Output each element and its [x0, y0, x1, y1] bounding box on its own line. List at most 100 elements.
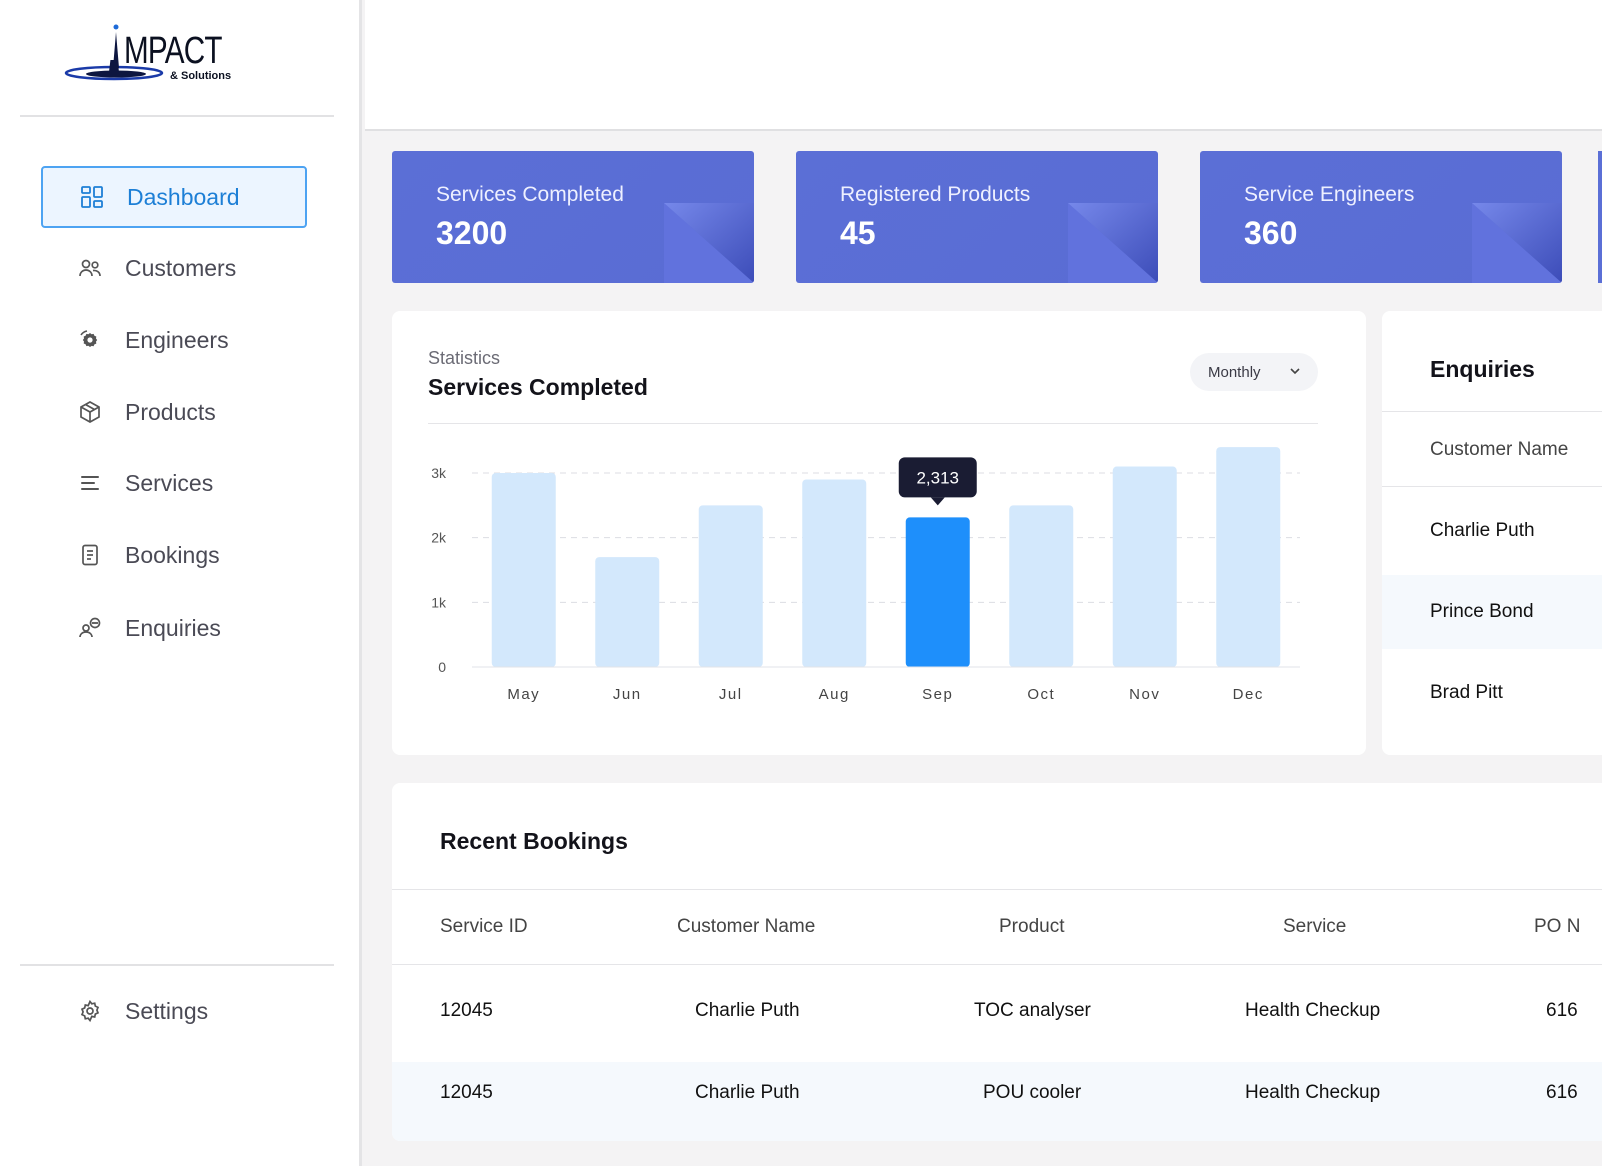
cell-product: POU cooler — [983, 1082, 1082, 1103]
cell-service-id: 12045 — [440, 1082, 493, 1103]
y-tick-label: 1k — [431, 594, 447, 610]
enquiry-customer: Prince Bond — [1430, 601, 1534, 622]
bar-sep[interactable] — [905, 517, 970, 667]
cell-product: TOC analyser — [974, 1000, 1091, 1021]
column-header-service-id[interactable]: Service ID — [440, 916, 528, 937]
sidebar-item-bookings[interactable]: Bookings — [41, 524, 307, 586]
statistics-kicker: Statistics — [428, 348, 501, 368]
sidebar-divider — [20, 115, 334, 117]
divider — [392, 889, 1602, 890]
gear-user-icon — [77, 327, 103, 353]
x-tick-label: Aug — [819, 686, 850, 703]
column-header-po-number[interactable]: PO N — [1534, 916, 1581, 937]
period-dropdown-label: Monthly — [1208, 363, 1261, 381]
sidebar-item-label: Customers — [125, 254, 237, 281]
sidebar-divider — [20, 964, 334, 966]
sidebar-item-label: Products — [125, 398, 216, 425]
enquiry-row[interactable]: Prince Bond — [1382, 575, 1602, 649]
bar-dec[interactable] — [1216, 447, 1281, 667]
sidebar-item-engineers[interactable]: Engineers — [41, 309, 307, 371]
sidebar-item-settings[interactable]: Settings — [41, 980, 307, 1042]
table-row-highlight — [392, 1062, 1602, 1141]
divider — [1382, 486, 1602, 487]
bar-jul[interactable] — [698, 505, 763, 667]
statistics-title: Services Completed — [428, 374, 648, 400]
enquiry-row[interactable]: Charlie Puth — [1382, 494, 1602, 568]
stat-card-service-engineers[interactable]: Service Engineers 360 — [1200, 151, 1562, 283]
bar-nov[interactable] — [1112, 466, 1177, 667]
sidebar-item-label: Settings — [125, 997, 209, 1024]
bar-aug[interactable] — [802, 479, 867, 667]
recent-bookings-panel: Recent Bookings Service ID Customer Name… — [392, 783, 1602, 1141]
company-logo[interactable]: MPACT & Solutions — [64, 22, 244, 90]
x-tick-label: Oct — [1027, 686, 1055, 703]
sidebar-item-label: Bookings — [125, 541, 220, 568]
document-icon — [77, 542, 103, 568]
services-bar-chart: 0 1k 2k 3k May Jun Jul Aug Sep 2,313 Oct Nov Dec — [431, 447, 1300, 703]
gear-icon — [77, 998, 103, 1024]
menu-lines-icon — [77, 470, 103, 496]
y-tick-label: 0 — [438, 659, 446, 675]
cell-service-id: 12045 — [440, 1000, 493, 1021]
stat-value: 3200 — [436, 215, 508, 251]
bar-jun[interactable] — [595, 557, 660, 667]
recent-bookings-title: Recent Bookings — [440, 828, 628, 854]
sidebar-item-label: Services — [125, 469, 214, 496]
sidebar-item-enquiries[interactable]: Enquiries — [41, 597, 307, 659]
users-icon — [77, 255, 103, 281]
bar-oct[interactable] — [1009, 505, 1074, 667]
logo-text: MPACT — [124, 30, 222, 72]
stat-label: Service Engineers — [1244, 183, 1415, 206]
cell-customer-name: Charlie Puth — [695, 1082, 800, 1103]
cell-service: Health Checkup — [1245, 1082, 1381, 1103]
y-tick-label: 3k — [431, 465, 447, 481]
sidebar-item-label: Enquiries — [125, 614, 221, 641]
enquiries-title: Enquiries — [1430, 356, 1535, 382]
enquiry-customer: Charlie Puth — [1430, 520, 1535, 541]
column-header-customer-name[interactable]: Customer Name — [677, 916, 816, 937]
statistics-panel: Statistics Services Completed Monthly 0 1… — [392, 311, 1366, 755]
stat-card-services-completed[interactable]: Services Completed 3200 — [392, 151, 754, 283]
x-tick-label: May — [507, 686, 540, 703]
x-tick-label: Sep — [922, 686, 953, 703]
column-header-service[interactable]: Service — [1283, 916, 1347, 937]
stat-value: 45 — [840, 215, 876, 251]
sidebar: MPACT & Solutions Dashboard Customers En… — [0, 0, 362, 1166]
enquiry-row[interactable]: Brad Pitt — [1382, 656, 1602, 730]
stat-card-partial — [1598, 151, 1602, 283]
enquiries-panel: Enquiries Customer Name Charlie Puth Pri… — [1382, 311, 1602, 755]
x-tick-label: Jul — [719, 686, 743, 703]
bar-tooltip: 2,313 — [898, 457, 977, 506]
bar-may[interactable] — [491, 473, 556, 667]
chat-user-icon — [77, 615, 103, 641]
period-dropdown[interactable]: Monthly — [1190, 353, 1318, 391]
cell-po-number: 616 — [1546, 1082, 1578, 1103]
sidebar-item-label: Dashboard — [127, 183, 240, 210]
stat-label: Services Completed — [436, 183, 624, 206]
cell-po-number: 616 — [1546, 1000, 1578, 1021]
x-tick-label: Nov — [1129, 686, 1160, 703]
divider — [392, 964, 1602, 965]
top-header — [365, 0, 1602, 131]
enquiry-customer: Brad Pitt — [1430, 682, 1503, 703]
sidebar-item-label: Engineers — [125, 326, 229, 353]
box-icon — [77, 399, 103, 425]
statistics-divider — [428, 423, 1318, 424]
stat-card-registered-products[interactable]: Registered Products 45 — [796, 151, 1158, 283]
cell-service: Health Checkup — [1245, 1000, 1381, 1021]
x-tick-label: Dec — [1233, 686, 1264, 703]
stat-value: 360 — [1244, 215, 1298, 251]
x-tick-label: Jun — [613, 686, 642, 703]
divider — [1382, 411, 1602, 412]
chevron-down-icon — [1290, 368, 1300, 375]
column-header-product[interactable]: Product — [999, 916, 1065, 937]
grid-icon — [79, 184, 105, 210]
sidebar-item-products[interactable]: Products — [41, 381, 307, 443]
sidebar-item-customers[interactable]: Customers — [41, 237, 307, 299]
y-tick-label: 2k — [431, 530, 447, 546]
enquiries-column-header: Customer Name — [1430, 439, 1569, 460]
stat-label: Registered Products — [840, 183, 1031, 206]
tooltip-value: 2,313 — [916, 468, 959, 487]
sidebar-item-services[interactable]: Services — [41, 452, 307, 514]
sidebar-item-dashboard[interactable]: Dashboard — [41, 166, 307, 228]
